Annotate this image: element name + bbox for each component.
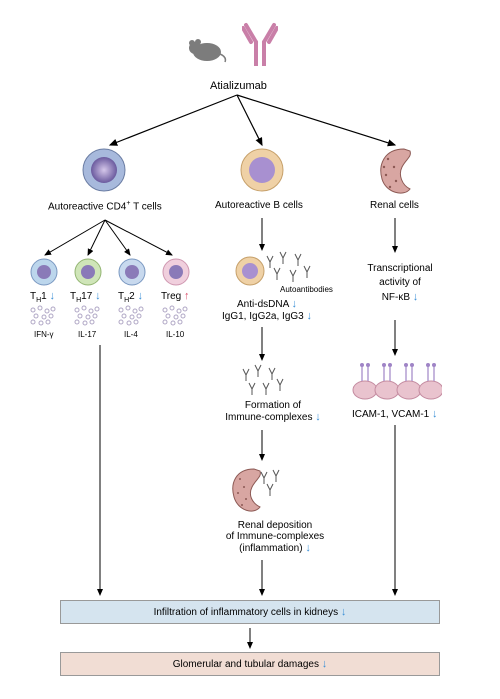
il4-label: IL-4 — [124, 330, 138, 339]
tcell-label: Autoreactive CD4+ T cells — [48, 200, 162, 212]
outcome-bar-1: Infiltration of inflammatory cells in ki… — [60, 600, 440, 624]
il10-label: IL-10 — [166, 330, 184, 339]
nfkb-label: Transcriptionalactivity ofNF-κB ↓ — [355, 262, 445, 305]
ifn-label: IFN-γ — [34, 330, 54, 339]
autoantibody-y-icons — [265, 250, 315, 284]
th17-cell-icon — [74, 258, 102, 286]
adhesion-label: ICAM-1, VCAM-1 ↓ — [352, 408, 438, 420]
th2-cell-icon — [118, 258, 146, 286]
branch-arrows — [0, 0, 500, 699]
autoantibody-label: Autoantibodies — [280, 285, 333, 294]
th2-label: TH2 ↓ — [118, 290, 143, 304]
ic-y-icons — [238, 363, 286, 397]
th17-label: TH17 ↓ — [70, 290, 101, 304]
il4-dots-icon — [116, 305, 146, 329]
tcell-big-icon — [82, 148, 127, 193]
treg-cell-icon — [162, 258, 190, 286]
il17-label: IL-17 — [78, 330, 96, 339]
outcome-bar-2: Glomerular and tubular damages ↓ — [60, 652, 440, 676]
th1-cell-icon — [30, 258, 58, 286]
renal-label: Renal cells — [370, 200, 419, 211]
autoantibody-cell-icon — [235, 256, 265, 286]
bcell-label: Autoreactive B cells — [215, 200, 303, 211]
th1-label: TH1 ↓ — [30, 290, 55, 304]
adhesion-cells-icon — [352, 358, 442, 402]
kidney-big-icon — [374, 145, 418, 199]
kidney-y-icons — [258, 468, 288, 498]
il17-dots-icon — [72, 305, 102, 329]
ifn-dots-icon — [28, 305, 58, 329]
bcell-big-icon — [240, 148, 285, 193]
renal-deposition-label: Renal depositionof Immune-complexes(infl… — [205, 520, 345, 554]
ic-formation-label: Formation ofImmune-complexes ↓ — [213, 400, 333, 423]
anti-dsdna-label: Anti-dsDNA ↓ IgG1, IgG2a, IgG3 ↓ — [222, 298, 312, 322]
treg-label: Treg ↑ — [161, 290, 189, 302]
il10-dots-icon — [160, 305, 190, 329]
